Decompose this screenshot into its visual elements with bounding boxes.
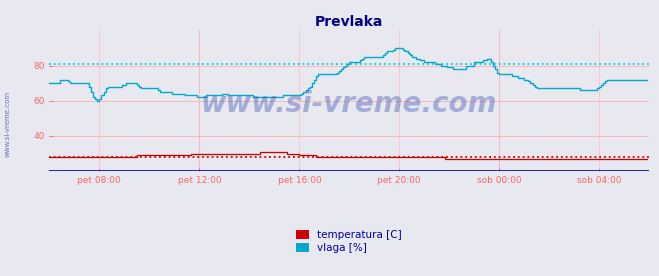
Text: www.si-vreme.com: www.si-vreme.com [201,89,498,118]
Legend: temperatura [C], vlaga [%]: temperatura [C], vlaga [%] [297,230,402,253]
Title: Prevlaka: Prevlaka [315,15,384,29]
Text: www.si-vreme.com: www.si-vreme.com [5,91,11,157]
